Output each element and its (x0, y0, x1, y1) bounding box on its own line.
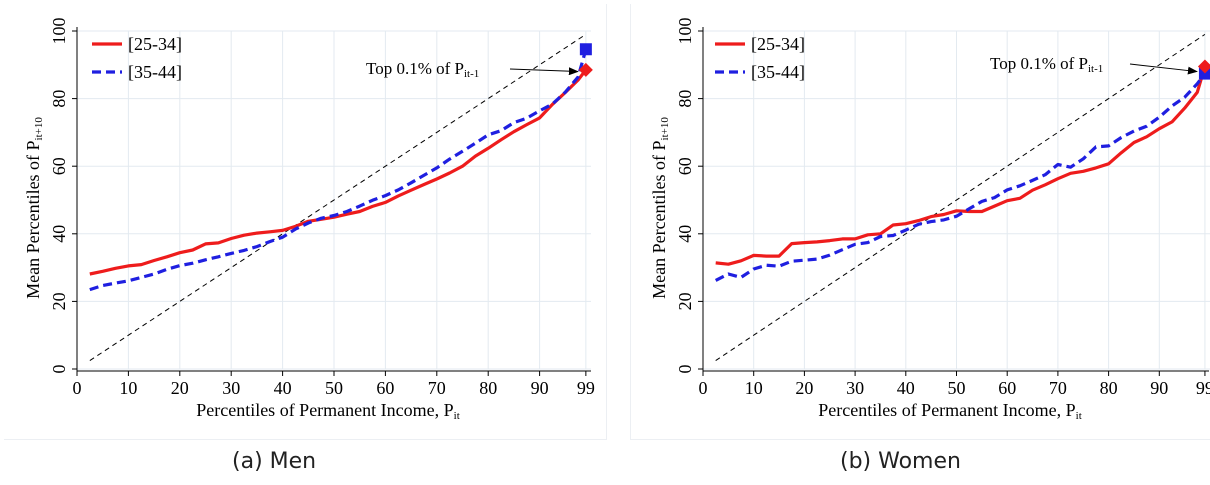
legend-label-25-34: [25-34] (128, 34, 182, 54)
series-line-35-44 (89, 48, 588, 292)
x-tick-label: 90 (531, 378, 549, 398)
x-tick-label: 60 (376, 378, 394, 398)
y-tick-label: 0 (675, 365, 695, 374)
x-tick-label: 99 (1196, 378, 1210, 398)
y-tick-label: 20 (675, 292, 695, 310)
x-tick-label: 80 (1100, 378, 1118, 398)
top-marker-25-34 (1197, 59, 1210, 74)
x-tick-label: 80 (479, 378, 497, 398)
legend-label-35-44: [35-44] (128, 62, 182, 82)
top-marker-35-44 (579, 43, 592, 56)
y-axis-title: Mean Percentiles of Pit+10 (649, 117, 671, 299)
x-tick-label: 99 (577, 378, 595, 398)
legend-label-25-34: [25-34] (751, 34, 805, 54)
y-tick-label: 100 (675, 18, 695, 45)
chart-men: 0 20 40 60 80 100 0 10 20 30 40 50 60 70 80 90 99 Percent… (23, 18, 595, 423)
y-tick-label: 40 (49, 225, 69, 243)
annotation-arrow (1129, 63, 1198, 75)
chart-women: 0 20 40 60 80 100 0 10 20 30 40 50 60 70 80 90 99 Percent… (649, 18, 1210, 422)
x-tick-label: 0 (699, 378, 708, 398)
x-tick-label: 10 (745, 378, 763, 398)
x-tick-label: 40 (897, 378, 915, 398)
series-line-35-44 (714, 72, 1207, 282)
legend-label-35-44: [35-44] (751, 62, 805, 82)
top-marker-35-44 (1198, 67, 1210, 80)
x-tick-label: 70 (1049, 378, 1067, 398)
series-line-25-34 (715, 66, 1207, 266)
x-tick-label: 50 (325, 378, 343, 398)
y-tick-label: 0 (49, 365, 69, 374)
x-tick-label: 30 (846, 378, 864, 398)
x-tick-label: 90 (1150, 378, 1168, 398)
x-axis-title: Percentiles of Permanent Income, Pit (818, 400, 1082, 422)
panel-women-frame (630, 4, 1210, 440)
annotation-top-0.1: Top 0.1% of Pit-1 (366, 59, 479, 80)
x-tick-label: 40 (274, 378, 292, 398)
y-tick-label: 60 (49, 157, 69, 175)
x-tick-label: 10 (119, 378, 137, 398)
x-axis-title: Percentiles of Permanent Income, Pit (196, 400, 460, 422)
y-tick-label: 80 (675, 90, 695, 108)
diagonal-45-line (89, 33, 587, 361)
x-tick-label: 20 (795, 378, 813, 398)
x-tick-label: 50 (948, 378, 966, 398)
caption-men: (a) Men (232, 449, 317, 474)
y-tick-label: 20 (49, 292, 69, 310)
y-tick-label: 60 (675, 157, 695, 175)
caption-women: (b) Women (840, 449, 961, 474)
x-tick-label: 20 (171, 378, 189, 398)
y-tick-label: 40 (675, 225, 695, 243)
x-tick-label: 70 (428, 378, 446, 398)
top-marker-25-34 (578, 62, 593, 77)
diagonal-45-line (715, 33, 1206, 361)
x-tick-label: 60 (998, 378, 1016, 398)
annotation-arrow (509, 67, 579, 76)
annotation-top-0.1: Top 0.1% of Pit-1 (990, 54, 1103, 75)
series-line-25-34 (89, 68, 588, 276)
y-tick-label: 80 (49, 90, 69, 108)
y-tick-label: 100 (49, 18, 69, 45)
x-tick-label: 30 (222, 378, 240, 398)
y-axis-title: Mean Percentiles of Pit+10 (23, 117, 45, 299)
x-tick-label: 0 (73, 378, 82, 398)
